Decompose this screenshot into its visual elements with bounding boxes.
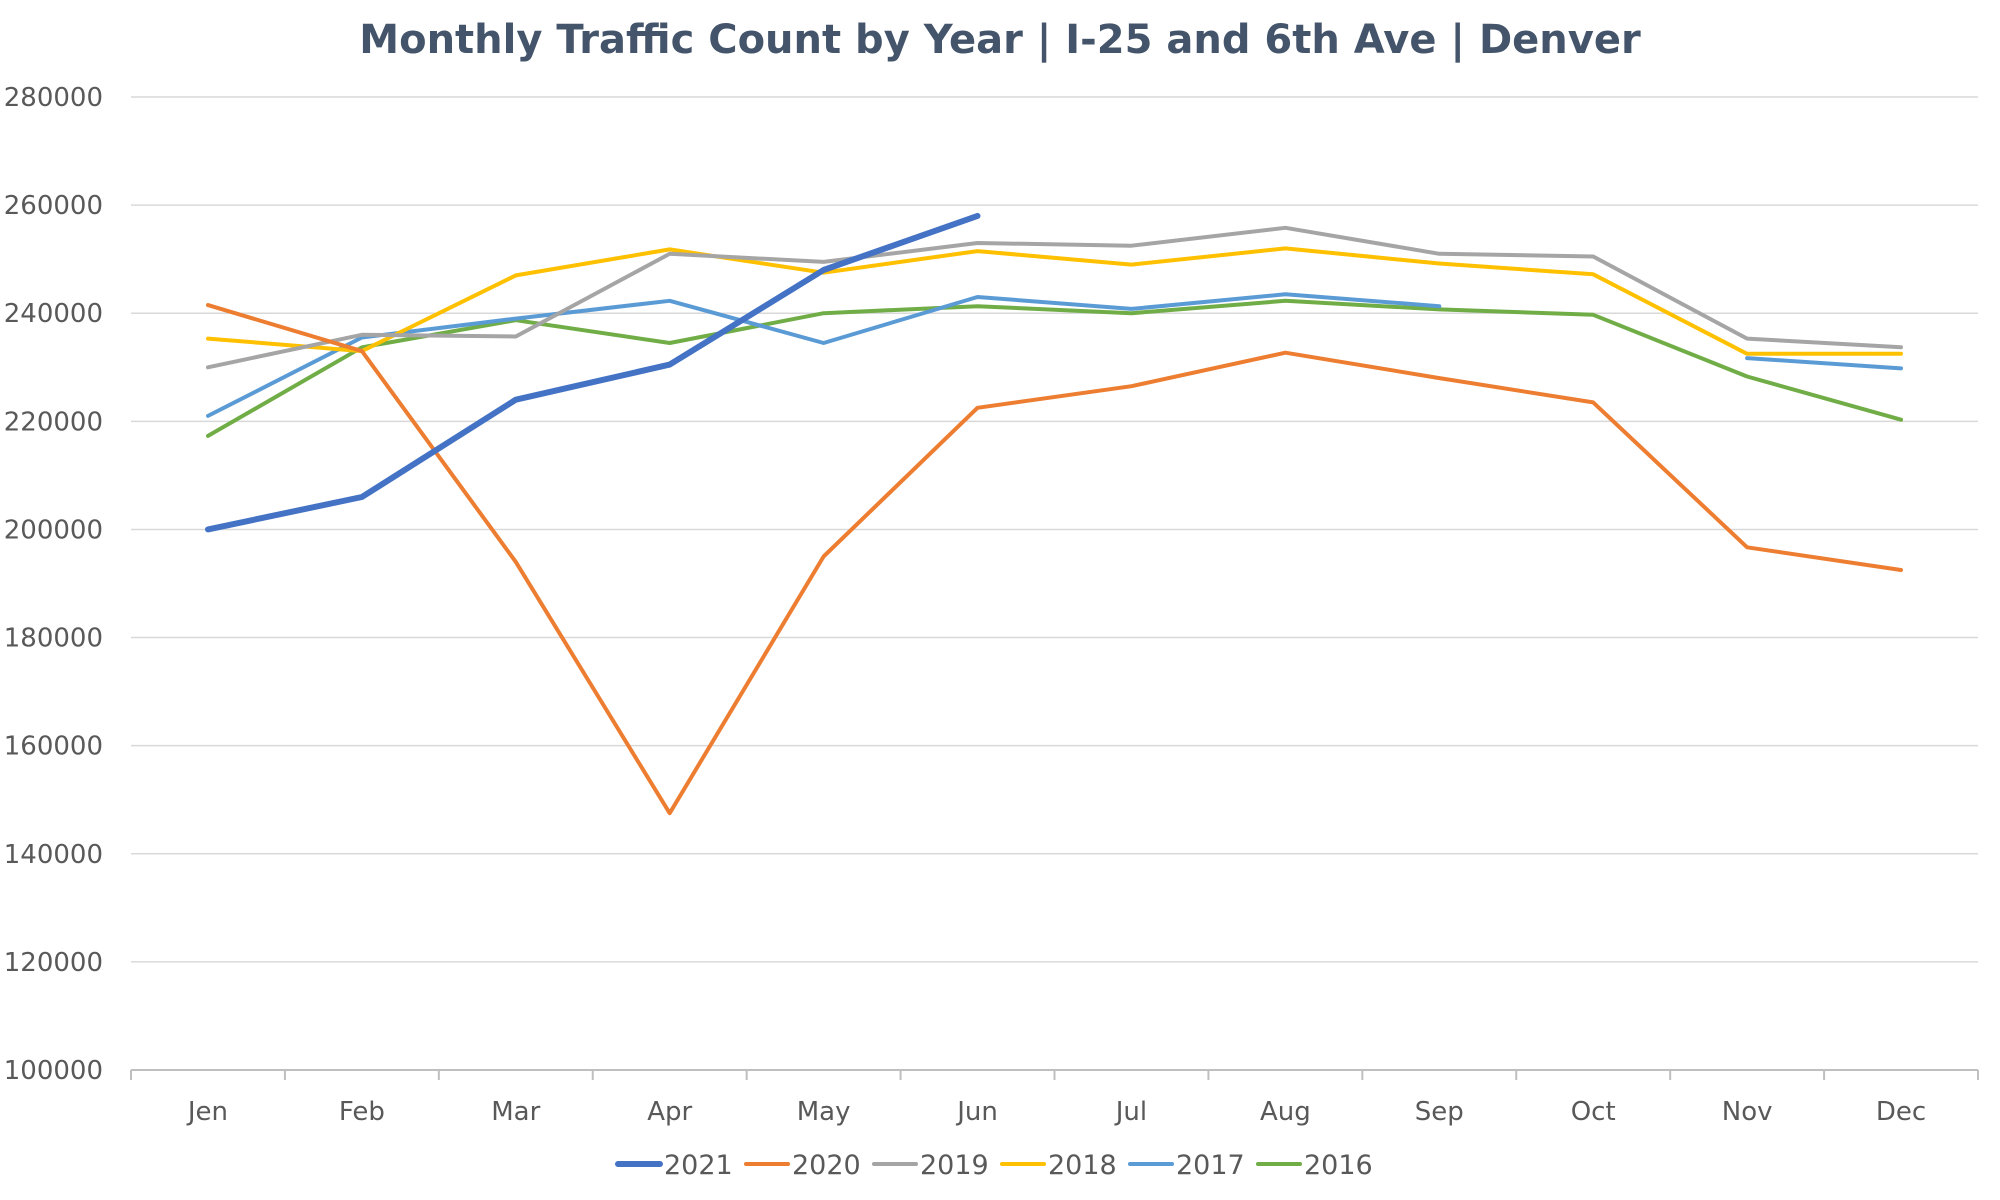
- y-tick-label: 200000: [4, 515, 103, 545]
- x-tick-label: Mar: [491, 1097, 540, 1127]
- legend-label: 2017: [1176, 1150, 1245, 1181]
- legend-label: 2020: [792, 1150, 861, 1181]
- x-tick-label: Jul: [1114, 1097, 1147, 1127]
- series-line-2020: [206, 303, 1903, 816]
- legend[interactable]: 2021 2020 2019 2018 2017 2016: [615, 1150, 1373, 1181]
- y-tick-label: 240000: [4, 299, 103, 329]
- x-tick-label: Feb: [339, 1097, 385, 1127]
- y-tick-label: 220000: [4, 407, 103, 437]
- series-line-2017: [206, 292, 1442, 418]
- y-tick-label: 260000: [4, 191, 103, 221]
- series-line-2016: [206, 298, 1903, 438]
- legend-item-2017[interactable]: 2017: [1128, 1150, 1245, 1181]
- y-tick-label: 180000: [4, 624, 103, 654]
- x-tick-label: May: [797, 1097, 851, 1127]
- x-tick-label: Nov: [1722, 1097, 1773, 1127]
- legend-label: 2021: [664, 1150, 733, 1181]
- series-line-2021: [205, 212, 981, 533]
- x-tick-label: Dec: [1876, 1097, 1926, 1127]
- x-tick-label: Apr: [647, 1097, 692, 1127]
- series-lines: [205, 212, 1903, 816]
- legend-label: 2016: [1304, 1150, 1373, 1181]
- x-tick-label: Oct: [1571, 1097, 1616, 1127]
- y-tick-label: 120000: [4, 948, 103, 978]
- x-tick-label: Sep: [1415, 1097, 1464, 1127]
- series-line-2017: [1745, 356, 1903, 371]
- legend-label: 2018: [1048, 1150, 1117, 1181]
- series-line-2019: [206, 225, 1903, 370]
- legend-item-2016[interactable]: 2016: [1256, 1150, 1373, 1181]
- legend-item-2020[interactable]: 2020: [744, 1150, 861, 1181]
- chart-title: Monthly Traffic Count by Year | I-25 and…: [359, 17, 1641, 64]
- legend-item-2021[interactable]: 2021: [615, 1150, 733, 1181]
- legend-label: 2019: [920, 1150, 989, 1181]
- x-tick-label: Aug: [1260, 1097, 1311, 1127]
- y-tick-label: 280000: [4, 83, 103, 113]
- gridlines: [131, 96, 1978, 963]
- y-tick-label: 160000: [4, 732, 103, 762]
- legend-item-2019[interactable]: 2019: [872, 1150, 989, 1181]
- x-tick-label: Jun: [955, 1097, 998, 1127]
- x-tick-label: Jen: [186, 1097, 228, 1127]
- y-axis: 100000 120000 140000 160000 180000 200000 2200…: [4, 83, 103, 1086]
- series-line-2018: [206, 246, 1903, 356]
- y-tick-label: 140000: [4, 840, 103, 870]
- x-axis: Jen Feb Mar Apr May Jun Jul Aug Sep Oct Nov Dec: [130, 1069, 1979, 1127]
- y-tick-label: 100000: [4, 1056, 103, 1086]
- legend-item-2018[interactable]: 2018: [1000, 1150, 1117, 1181]
